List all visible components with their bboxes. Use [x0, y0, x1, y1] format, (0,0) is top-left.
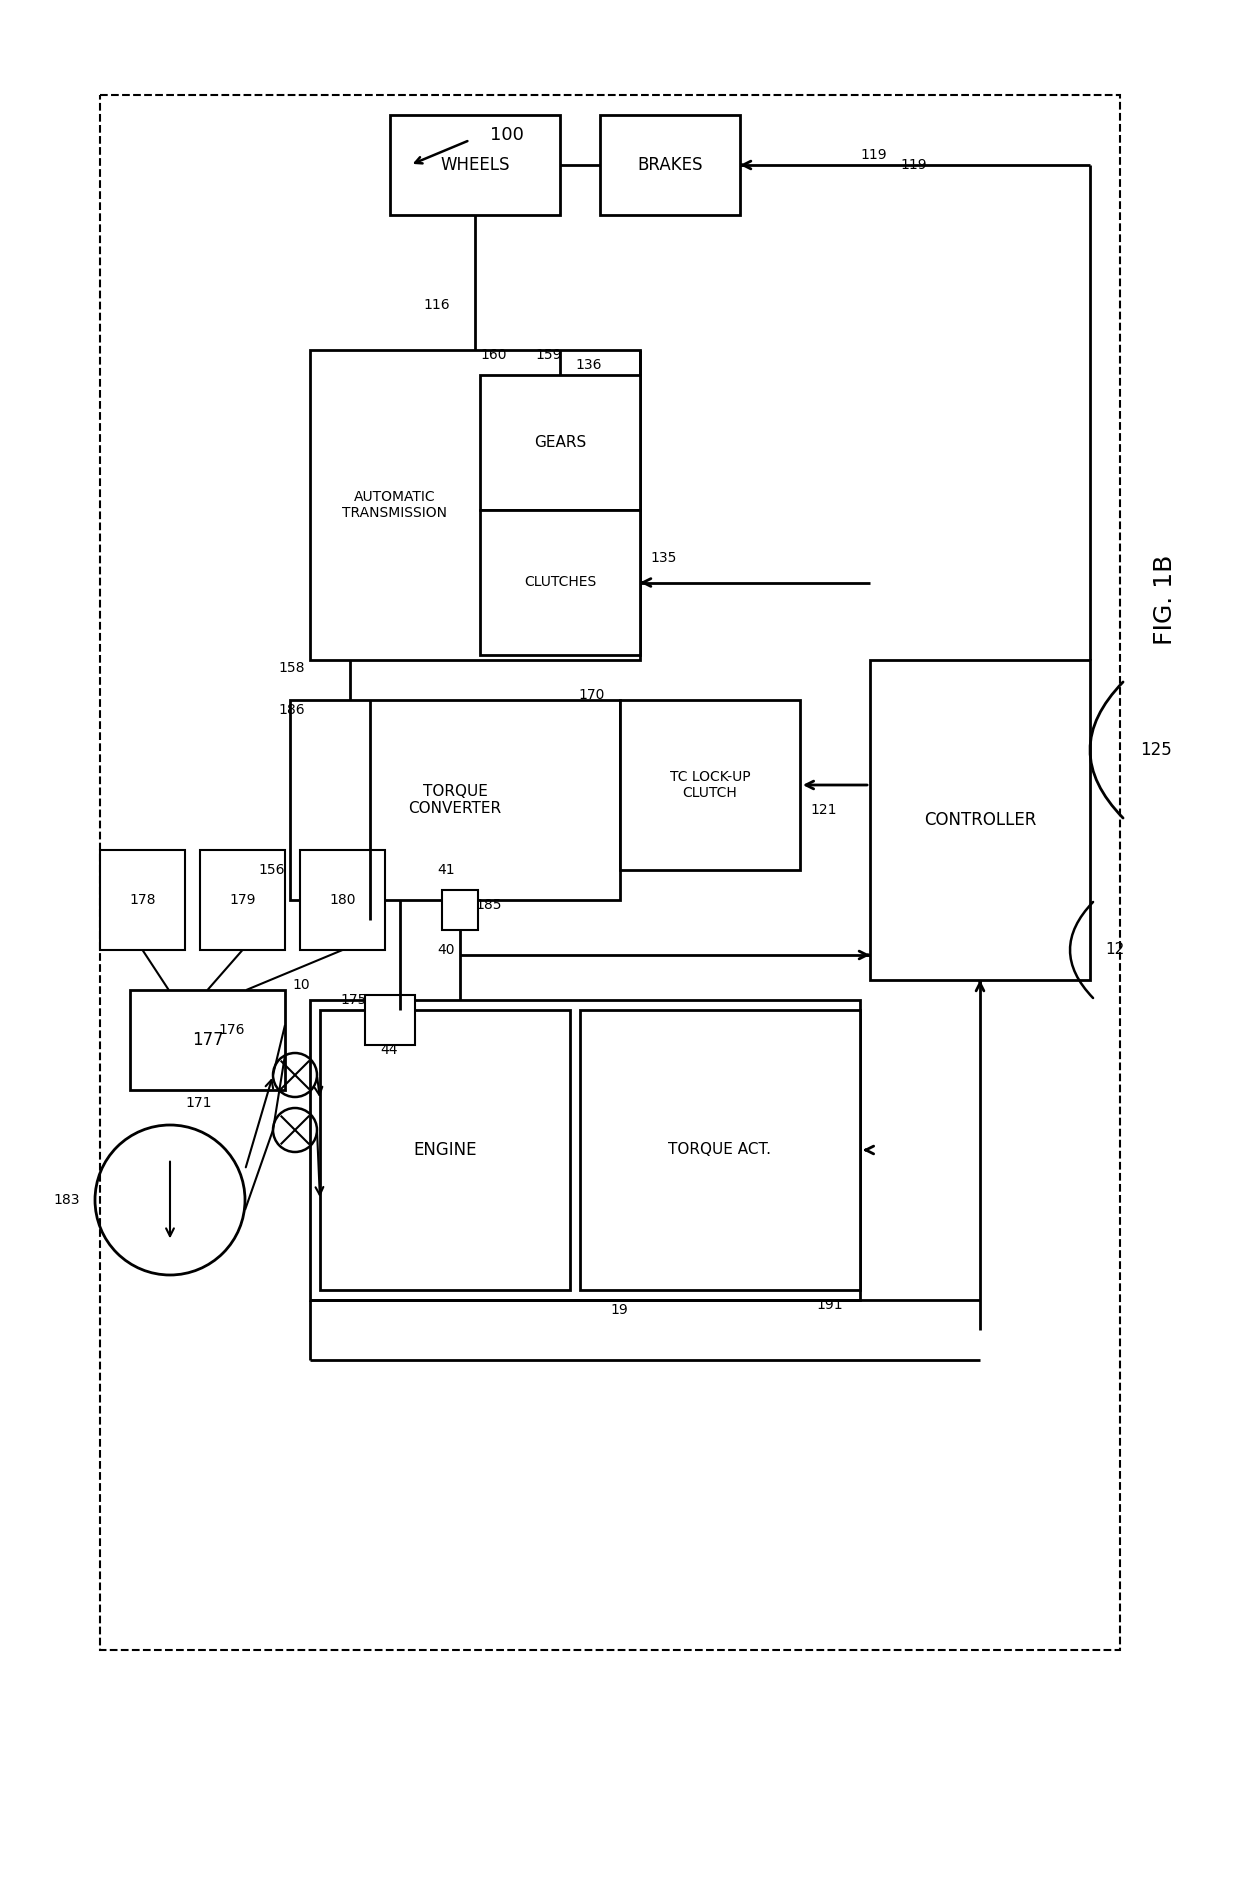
Bar	[320, 1010, 570, 1290]
Text: 185: 185	[475, 898, 501, 911]
Text: 180: 180	[330, 893, 356, 908]
Text: 171: 171	[185, 1097, 212, 1110]
Bar	[290, 700, 620, 900]
Bar	[310, 350, 640, 660]
Text: FIG. 1B: FIG. 1B	[1153, 554, 1177, 645]
Text: ENGINE: ENGINE	[413, 1140, 476, 1159]
Bar	[100, 95, 1120, 1651]
Text: 160: 160	[480, 348, 506, 361]
Text: 125: 125	[1140, 741, 1172, 758]
Text: 121: 121	[810, 804, 837, 817]
Text: CONTROLLER: CONTROLLER	[924, 811, 1037, 828]
Text: AUTOMATIC
TRANSMISSION: AUTOMATIC TRANSMISSION	[342, 490, 448, 520]
Text: 135: 135	[650, 550, 676, 565]
Text: 177: 177	[192, 1031, 223, 1050]
Text: 40: 40	[438, 944, 455, 957]
Text: CLUTCHES: CLUTCHES	[523, 575, 596, 590]
Bar	[130, 991, 285, 1089]
Text: 44: 44	[379, 1044, 398, 1057]
Bar	[100, 849, 185, 949]
Bar	[870, 660, 1090, 980]
Text: 10: 10	[293, 978, 310, 993]
Text: 19: 19	[610, 1303, 627, 1316]
Text: 175: 175	[340, 993, 366, 1008]
Bar	[620, 700, 800, 870]
Text: WHEELS: WHEELS	[440, 155, 510, 174]
Bar	[310, 1000, 861, 1299]
Bar	[441, 891, 477, 930]
Bar	[580, 1010, 861, 1290]
Text: 156: 156	[258, 862, 285, 877]
Text: 41: 41	[438, 862, 455, 877]
Text: 178: 178	[129, 893, 156, 908]
Text: 12: 12	[1105, 942, 1125, 957]
Text: 176: 176	[218, 1023, 246, 1036]
Text: 183: 183	[53, 1193, 81, 1206]
Text: 119: 119	[861, 147, 887, 163]
Text: 179: 179	[229, 893, 255, 908]
Text: 170: 170	[579, 688, 605, 702]
Bar	[200, 849, 285, 949]
Text: 186: 186	[278, 703, 305, 717]
Text: 116: 116	[423, 299, 450, 312]
Text: 100: 100	[490, 127, 523, 144]
Text: 159: 159	[534, 348, 562, 361]
Text: TORQUE
CONVERTER: TORQUE CONVERTER	[408, 783, 501, 817]
Text: 136: 136	[575, 357, 601, 373]
Bar	[365, 995, 415, 1046]
Text: BRAKES: BRAKES	[637, 155, 703, 174]
Text: TC LOCK-UP
CLUTCH: TC LOCK-UP CLUTCH	[670, 770, 750, 800]
Bar	[391, 115, 560, 216]
Bar	[300, 849, 384, 949]
Bar	[480, 511, 640, 654]
Text: GEARS: GEARS	[534, 435, 587, 450]
Text: 191: 191	[817, 1297, 843, 1312]
Bar	[600, 115, 740, 216]
Text: TORQUE ACT.: TORQUE ACT.	[668, 1142, 771, 1157]
Text: 158: 158	[279, 662, 305, 675]
Bar	[480, 374, 640, 511]
Text: 119: 119	[900, 159, 926, 172]
